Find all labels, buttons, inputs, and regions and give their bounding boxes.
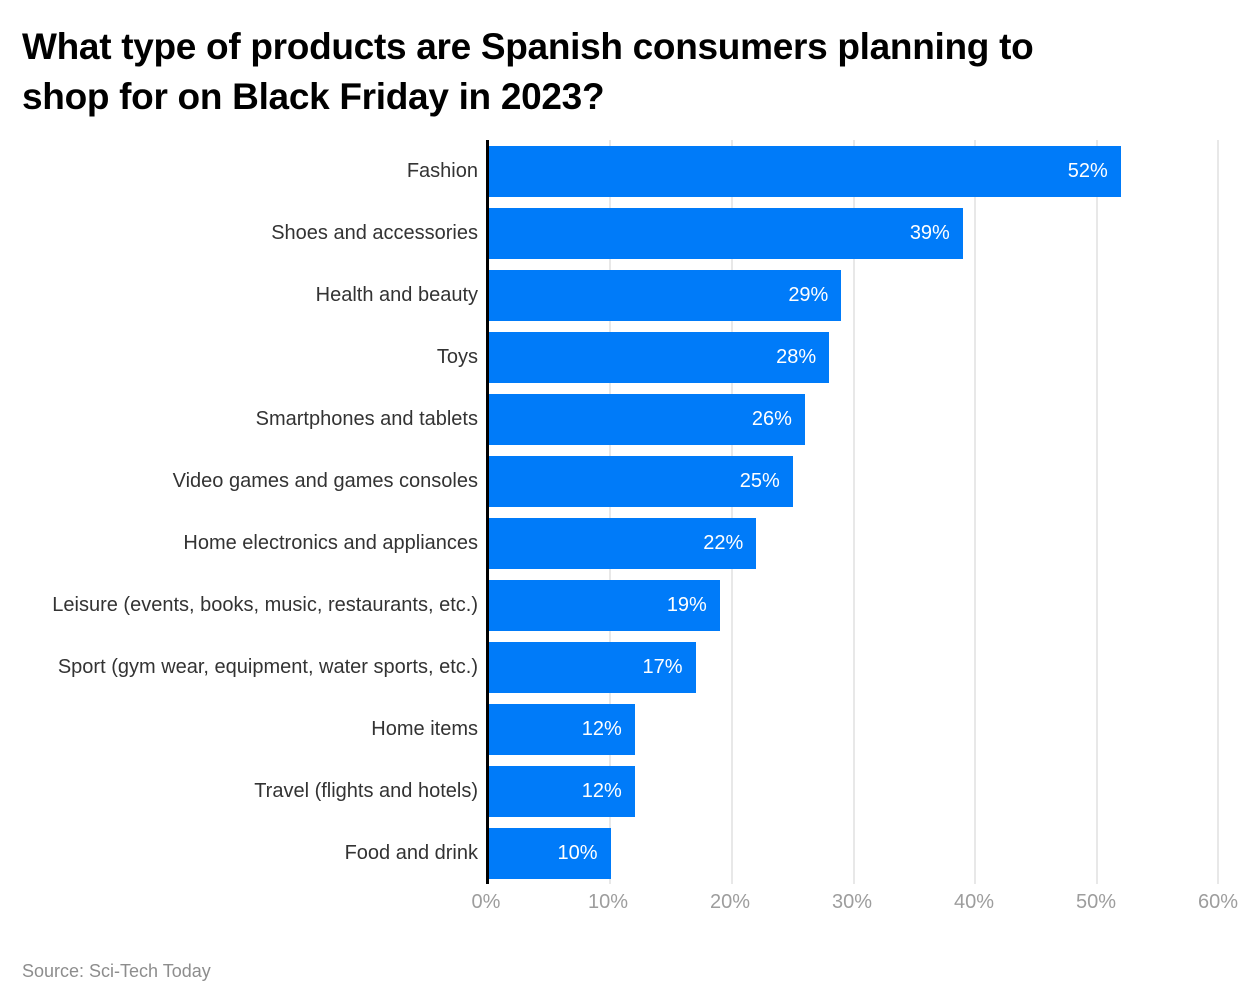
bar: 26% — [489, 393, 805, 445]
gridline — [609, 140, 612, 884]
bar-row: 52% — [489, 140, 1218, 202]
gridline — [730, 140, 733, 884]
value-label: 22% — [703, 531, 744, 554]
x-tick-label: 60% — [1197, 891, 1239, 913]
x-axis: 0% 10% 20% 30% 40% 50% 60% — [472, 891, 1238, 917]
category-label: Travel (flights and hotels) — [254, 780, 478, 802]
x-tick-label: 10% — [587, 891, 629, 913]
x-tick-label: 30% — [831, 891, 873, 913]
bar-row: 26% — [489, 388, 1218, 450]
value-label: 12% — [581, 717, 622, 740]
chart-title: What type of products are Spanish consum… — [22, 22, 1218, 122]
source-label: Source: Sci-Tech Today — [22, 961, 211, 981]
bar-row: 12% — [489, 698, 1218, 760]
category-label: Video games and games consoles — [172, 470, 478, 492]
category-label: Toys — [436, 346, 478, 368]
x-tick-label: 0% — [471, 891, 501, 913]
bar-row: 29% — [489, 264, 1218, 326]
bar-row: 39% — [489, 202, 1218, 264]
category-label: Leisure (events, books, music, restauran… — [52, 594, 478, 616]
bar: 29% — [489, 269, 842, 321]
value-label: 29% — [788, 283, 829, 306]
category-label: Smartphones and tablets — [255, 408, 478, 430]
chart-title-line1: What type of products are Spanish consum… — [22, 26, 1034, 67]
value-label: 39% — [909, 221, 950, 244]
bar: 25% — [489, 455, 793, 507]
bar: 17% — [489, 641, 696, 693]
bar-row: 17% — [489, 636, 1218, 698]
bar-row: 12% — [489, 760, 1218, 822]
value-label: 25% — [739, 469, 780, 492]
category-label: Fashion — [406, 160, 478, 182]
bar-row: 22% — [489, 512, 1218, 574]
value-label: 28% — [776, 345, 817, 368]
bar: 22% — [489, 517, 757, 569]
category-label: Shoes and accessories — [271, 222, 478, 244]
value-label: 19% — [666, 593, 707, 616]
bar-row: 28% — [489, 326, 1218, 388]
gridline — [1095, 140, 1098, 884]
category-label: Home items — [371, 718, 478, 740]
bar: 39% — [489, 207, 963, 259]
bar: 10% — [489, 827, 611, 879]
x-tick-label: 50% — [1075, 891, 1117, 913]
category-label: Health and beauty — [315, 284, 478, 306]
bar: 28% — [489, 331, 830, 383]
value-label: 17% — [642, 655, 683, 678]
gridline — [973, 140, 976, 884]
x-tick-label: 40% — [953, 891, 995, 913]
gridline — [1217, 140, 1219, 884]
bar: 19% — [489, 579, 720, 631]
value-label: 52% — [1067, 159, 1108, 182]
category-label: Home electronics and appliances — [183, 532, 478, 554]
chart-title-line2: shop for on Black Friday in 2023? — [22, 76, 605, 117]
gridline — [852, 140, 855, 884]
bar-row: 10% — [489, 822, 1218, 884]
bar-chart: Fashion Shoes and accessories Health and b… — [22, 140, 1219, 884]
value-label: 26% — [751, 407, 792, 430]
bar: 12% — [489, 703, 635, 755]
bar-row: 25% — [489, 450, 1218, 512]
category-axis: Fashion Shoes and accessories Health and b… — [22, 140, 486, 884]
bar-row: 19% — [489, 574, 1218, 636]
value-label: 12% — [581, 779, 622, 802]
value-label: 10% — [557, 841, 598, 864]
plot-area: 52% 39% 29% 28% 26% 25% 22% 19% 17% 12% 12% 10% — [486, 140, 1219, 884]
category-label: Food and drink — [344, 842, 478, 864]
bar: 52% — [489, 145, 1121, 197]
x-tick-label: 20% — [709, 891, 751, 913]
category-label: Sport (gym wear, equipment, water sports… — [57, 656, 478, 678]
bar: 12% — [489, 765, 635, 817]
